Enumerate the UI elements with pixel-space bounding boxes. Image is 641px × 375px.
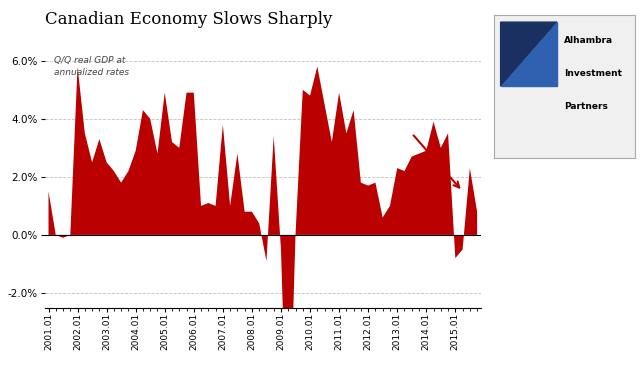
Text: Partners: Partners	[564, 102, 608, 111]
Polygon shape	[501, 22, 557, 86]
Polygon shape	[501, 22, 557, 86]
Text: Q/Q real GDP at
annualized rates: Q/Q real GDP at annualized rates	[54, 56, 129, 77]
Text: Alhambra: Alhambra	[564, 36, 613, 45]
Text: Investment: Investment	[564, 69, 622, 78]
Text: Canadian Economy Slows Sharply: Canadian Economy Slows Sharply	[45, 11, 332, 28]
